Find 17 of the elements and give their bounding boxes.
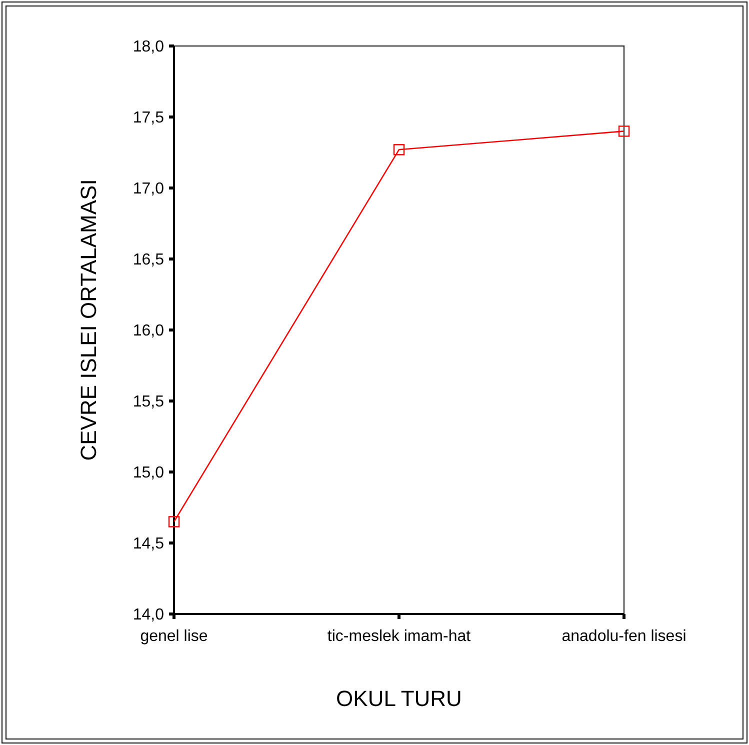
x-axis-title: OKUL TURU [336,686,462,711]
y-tick-label: 15,0 [132,464,164,482]
y-tick-label: 15,5 [132,394,164,411]
x-tick-label: anadolu-fen lisesi [562,628,686,645]
point [618,126,630,137]
x-tick-label: tic-meslek imam-hat [327,628,472,645]
y-tick-label: 16,0 [132,322,164,340]
y-tick-label: 14,0 [132,606,164,624]
y-tick-label: 18,0 [132,38,164,56]
y-axis-title: CEVRE ISLEI ORTALAMASI [76,179,101,461]
point [168,516,180,528]
y-tick-label: 17,5 [132,110,164,127]
y-tick-label: 16,5 [132,252,164,269]
x-tick-label: genel lise [140,628,208,645]
y-tick-label: 14,5 [132,536,164,553]
point [393,144,405,156]
y-tick-label: 17,0 [132,180,164,198]
